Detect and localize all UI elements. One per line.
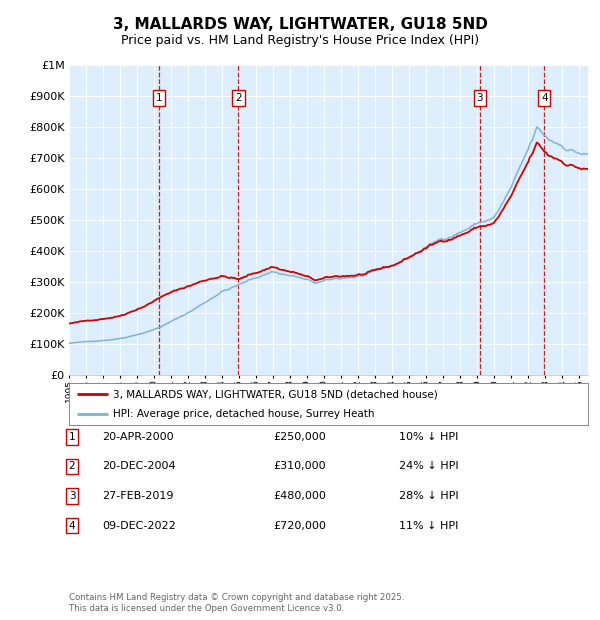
Text: 27-FEB-2019: 27-FEB-2019: [102, 491, 173, 501]
Text: 10% ↓ HPI: 10% ↓ HPI: [399, 432, 458, 442]
Text: 4: 4: [68, 521, 76, 531]
Text: 3, MALLARDS WAY, LIGHTWATER, GU18 5ND: 3, MALLARDS WAY, LIGHTWATER, GU18 5ND: [113, 17, 487, 32]
Text: 24% ↓ HPI: 24% ↓ HPI: [399, 461, 458, 471]
Text: £720,000: £720,000: [273, 521, 326, 531]
Text: 3: 3: [68, 491, 76, 501]
Text: 2: 2: [68, 461, 76, 471]
Text: 4: 4: [541, 92, 548, 103]
Text: 1: 1: [68, 432, 76, 442]
Text: £480,000: £480,000: [273, 491, 326, 501]
Text: 1: 1: [156, 92, 163, 103]
Text: 11% ↓ HPI: 11% ↓ HPI: [399, 521, 458, 531]
Text: 3, MALLARDS WAY, LIGHTWATER, GU18 5ND (detached house): 3, MALLARDS WAY, LIGHTWATER, GU18 5ND (d…: [113, 389, 438, 399]
Text: £310,000: £310,000: [273, 461, 326, 471]
Text: 20-APR-2000: 20-APR-2000: [102, 432, 173, 442]
Text: Contains HM Land Registry data © Crown copyright and database right 2025.
This d: Contains HM Land Registry data © Crown c…: [69, 593, 404, 613]
Text: £250,000: £250,000: [273, 432, 326, 442]
Text: 20-DEC-2004: 20-DEC-2004: [102, 461, 176, 471]
Text: HPI: Average price, detached house, Surrey Heath: HPI: Average price, detached house, Surr…: [113, 409, 374, 419]
Text: 3: 3: [476, 92, 483, 103]
Text: 2: 2: [235, 92, 242, 103]
Text: 28% ↓ HPI: 28% ↓ HPI: [399, 491, 458, 501]
Text: Price paid vs. HM Land Registry's House Price Index (HPI): Price paid vs. HM Land Registry's House …: [121, 35, 479, 47]
Text: 09-DEC-2022: 09-DEC-2022: [102, 521, 176, 531]
